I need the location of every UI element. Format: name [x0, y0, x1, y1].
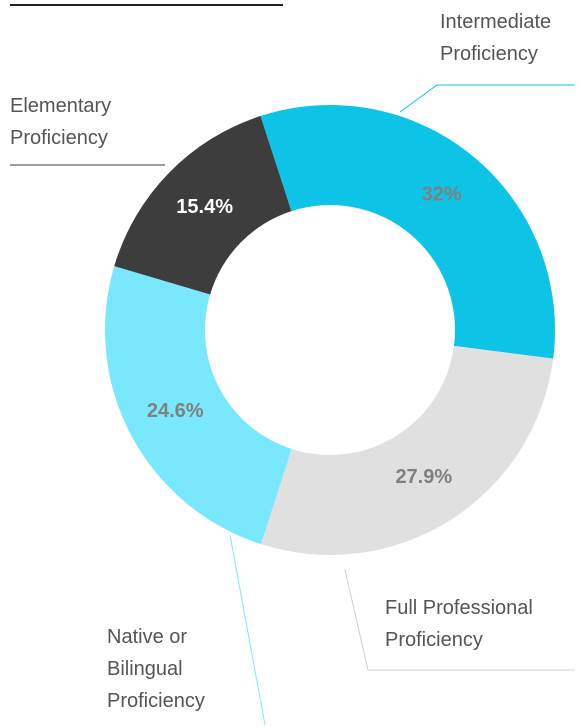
donut-slice — [261, 345, 554, 555]
value-label: 27.9% — [395, 466, 452, 488]
leader-line — [229, 534, 266, 726]
category-label: Elementary Proficiency — [10, 95, 112, 149]
value-label: 24.6% — [147, 400, 204, 422]
category-label: Full Professional Proficiency — [385, 597, 533, 651]
leader-line — [344, 569, 575, 671]
leader-line — [399, 84, 575, 113]
donut-slice — [105, 266, 292, 545]
donut-slice — [260, 105, 555, 359]
category-label: Intermediate Proficiency — [440, 11, 552, 65]
value-label: 32% — [422, 184, 462, 206]
category-label: Native or Bilingual Proficiency — [107, 626, 205, 712]
donut-slice — [114, 116, 292, 295]
value-label: 15.4% — [176, 196, 233, 218]
